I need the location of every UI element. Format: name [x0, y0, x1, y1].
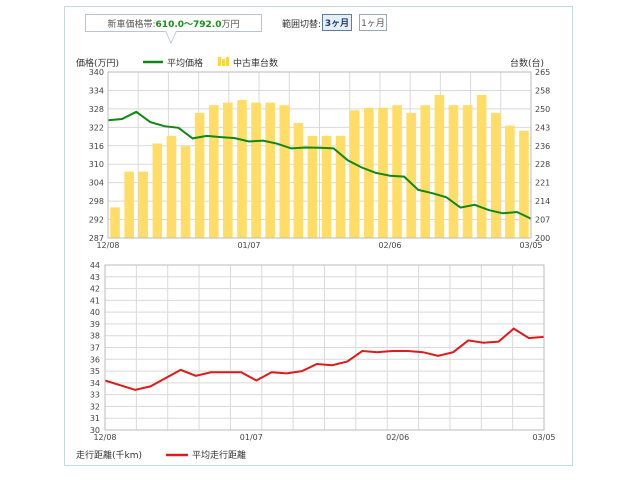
y-left-tick-label: 340 [89, 68, 104, 77]
used-car-count-bar [321, 135, 332, 238]
y-right-tick-label: 265 [535, 68, 550, 77]
mileage-axis-title: 走行距離(千km) [76, 449, 142, 461]
mileage-y-tick-label: 36 [90, 355, 100, 364]
used-car-count-bar [434, 94, 445, 238]
used-car-count-bar [448, 105, 459, 238]
range-switch-label: 範囲切替: [282, 20, 322, 30]
mileage-y-tick-label: 34 [90, 379, 100, 388]
used-car-count-bar [279, 105, 290, 238]
y-left-tick-label: 287 [89, 234, 104, 243]
y-right-tick-label: 258 [535, 86, 550, 95]
legend-avg-price-label: 平均価格 [167, 57, 203, 69]
mileage-y-tick-label: 41 [90, 296, 100, 305]
used-car-count-bar [152, 143, 163, 238]
bottom-x-tick-label: 12/08 [93, 433, 116, 442]
price-band-value: 610.0～792.0 [155, 19, 222, 30]
used-car-count-bar [237, 100, 247, 238]
used-car-count-bar [293, 123, 304, 238]
y-right-tick-label: 228 [535, 160, 550, 169]
top-plot-frame [107, 71, 532, 239]
mileage-y-tick-label: 40 [90, 308, 100, 317]
y-left-tick-label: 298 [89, 197, 104, 206]
y-left-tick-label: 304 [89, 179, 104, 188]
range-3-month-button[interactable]: 3ヶ月 [322, 14, 352, 31]
used-car-count-bar [406, 112, 416, 238]
used-car-count-bar [180, 146, 191, 238]
used-car-count-bar [476, 94, 487, 238]
used-car-count-bar [208, 105, 219, 238]
y-left-tick-label: 310 [89, 160, 104, 169]
mileage-y-tick-label: 30 [90, 426, 100, 435]
legend-used-car-count-icon [218, 57, 229, 66]
mileage-y-tick-label: 42 [90, 285, 100, 294]
used-car-count-bar [138, 171, 149, 238]
y-right-tick-label: 207 [535, 216, 550, 225]
used-car-count-bar [462, 105, 473, 238]
used-car-count-bar [110, 207, 120, 238]
mileage-y-tick-label: 32 [90, 402, 100, 411]
legend-avg-mileage-label: 平均走行距離 [192, 449, 246, 461]
bottom-x-tick-label: 01/07 [240, 433, 263, 442]
top-x-tick-label: 01/07 [237, 241, 260, 250]
used-car-count-bar [420, 105, 431, 238]
price-band-label: 新車価格帯: [107, 19, 156, 30]
top-x-tick-label: 12/08 [96, 241, 119, 250]
avg-mileage-line [104, 327, 545, 391]
price-box-callout-inner [166, 31, 176, 42]
mileage-y-tick-label: 37 [90, 344, 100, 353]
y-left-tick-label: 316 [89, 142, 104, 151]
top-x-tick-label: 03/05 [519, 241, 542, 250]
used-car-count-bar [364, 107, 374, 238]
used-car-count-bar [378, 107, 388, 238]
bottom-x-tick-label: 02/06 [386, 433, 409, 442]
y-right-axis-title: 台数(台) [510, 57, 544, 69]
y-left-tick-label: 322 [89, 123, 104, 132]
y-left-tick-label: 334 [89, 86, 104, 95]
bottom-plot-frame [104, 264, 545, 431]
used-car-count-bar [392, 105, 402, 238]
avg-price-line [107, 110, 532, 220]
used-car-count-bar [265, 102, 275, 239]
bottom-x-tick-label: 03/05 [532, 433, 555, 442]
used-car-count-bar [223, 102, 233, 239]
used-car-count-bar [194, 112, 205, 238]
chart-panel [64, 6, 573, 466]
y-right-tick-label: 221 [535, 179, 550, 188]
used-car-count-bar [307, 135, 318, 238]
used-car-count-bar [335, 135, 346, 238]
used-car-count-bar [251, 102, 261, 239]
mileage-y-tick-label: 43 [90, 273, 100, 282]
y-left-axis-title: 価格(万円) [76, 57, 119, 69]
mileage-y-tick-label: 38 [90, 332, 100, 341]
mileage-y-tick-label: 44 [90, 261, 100, 270]
price-band-unit: 万円 [221, 19, 240, 30]
mileage-y-tick-label: 31 [90, 414, 100, 423]
used-car-count-bar [490, 112, 501, 238]
used-car-count-bar [349, 110, 360, 238]
mileage-y-tick-label: 39 [90, 320, 100, 329]
used-car-count-bar [124, 171, 134, 238]
legend-used-car-count-label: 中古車台数 [233, 57, 278, 69]
mileage-y-tick-label: 35 [90, 367, 100, 376]
range-1-month-button[interactable]: 1ヶ月 [359, 14, 387, 31]
used-car-count-bar [505, 125, 515, 238]
y-right-tick-label: 214 [535, 197, 550, 206]
y-left-tick-label: 328 [89, 105, 104, 114]
mileage-y-tick-label: 33 [90, 391, 100, 400]
top-x-tick-label: 02/06 [378, 241, 401, 250]
used-car-count-bar [166, 135, 177, 238]
y-right-tick-label: 200 [535, 234, 550, 243]
y-left-tick-label: 292 [89, 216, 104, 225]
y-right-tick-label: 250 [535, 105, 550, 114]
used-car-count-bar [519, 130, 529, 238]
y-right-tick-label: 236 [535, 142, 550, 151]
y-right-tick-label: 243 [535, 123, 550, 132]
